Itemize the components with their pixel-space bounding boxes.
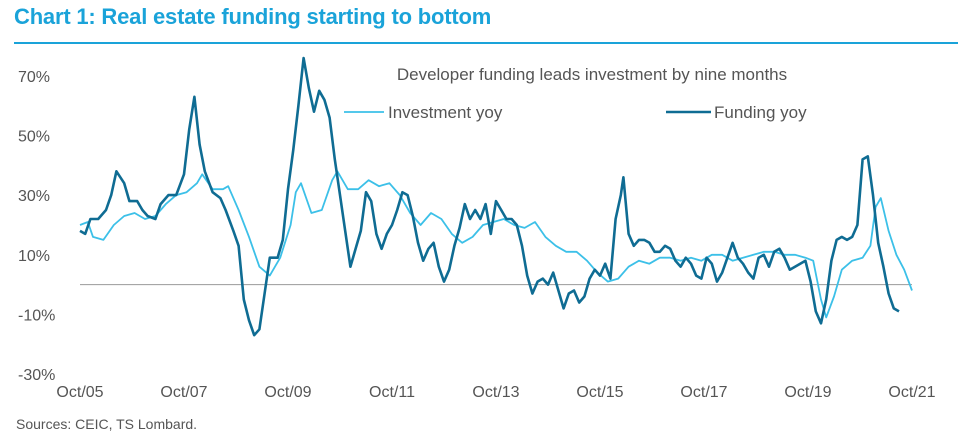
x-tick-label: Oct/05 <box>56 384 103 401</box>
legend-label-funding: Funding yoy <box>714 103 807 122</box>
series-lines <box>79 56 913 337</box>
y-tick-label: -30% <box>18 367 55 384</box>
chart-title: Chart 1: Real estate funding starting to… <box>14 4 492 29</box>
x-tick-label: Oct/19 <box>784 384 831 401</box>
y-tick-label: 50% <box>18 129 50 146</box>
x-tick-label: Oct/13 <box>472 384 519 401</box>
chart-subtitle: Developer funding leads investment by ni… <box>397 65 787 84</box>
x-tick-label: Oct/15 <box>576 384 623 401</box>
x-tick-label: Oct/17 <box>680 384 727 401</box>
y-tick-label: 70% <box>18 69 50 86</box>
legend: Investment yoy Funding yoy <box>344 103 807 122</box>
x-axis-ticks: Oct/05 Oct/07 Oct/09 Oct/11 Oct/13 Oct/15 Oct/… <box>56 384 935 401</box>
series-line-funding <box>79 56 900 337</box>
y-tick-label: -10% <box>18 307 55 324</box>
title-underline <box>14 42 958 44</box>
x-tick-label: Oct/11 <box>369 384 415 401</box>
source-note: Sources: CEIC, TS Lombard. <box>16 416 198 432</box>
y-tick-label: 30% <box>18 188 50 205</box>
y-axis-ticks: 70% 50% 30% 10% -10% -30% <box>18 69 55 384</box>
legend-label-investment: Investment yoy <box>388 103 503 122</box>
x-tick-label: Oct/09 <box>264 384 311 401</box>
x-tick-label: Oct/21 <box>888 384 935 401</box>
series-line-investment <box>79 170 913 319</box>
y-tick-label: 10% <box>18 248 50 265</box>
x-tick-label: Oct/07 <box>160 384 207 401</box>
